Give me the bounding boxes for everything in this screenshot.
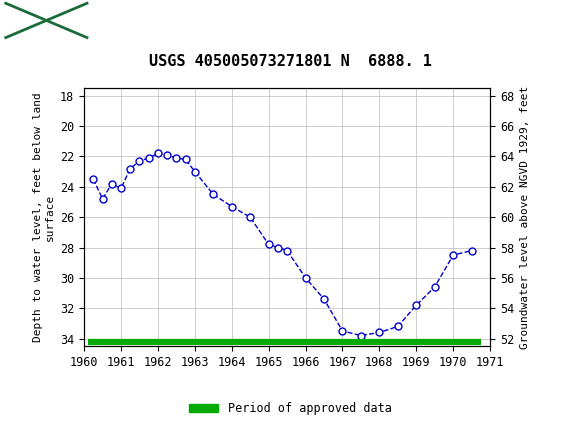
Y-axis label: Depth to water level, feet below land
surface: Depth to water level, feet below land su… <box>33 92 55 342</box>
Bar <box>6 3 87 37</box>
Text: USGS 405005073271801 N  6888. 1: USGS 405005073271801 N 6888. 1 <box>148 54 432 69</box>
Legend: Period of approved data: Period of approved data <box>184 397 396 420</box>
Text: USGS: USGS <box>93 12 144 29</box>
Y-axis label: Groundwater level above NGVD 1929, feet: Groundwater level above NGVD 1929, feet <box>520 86 530 349</box>
